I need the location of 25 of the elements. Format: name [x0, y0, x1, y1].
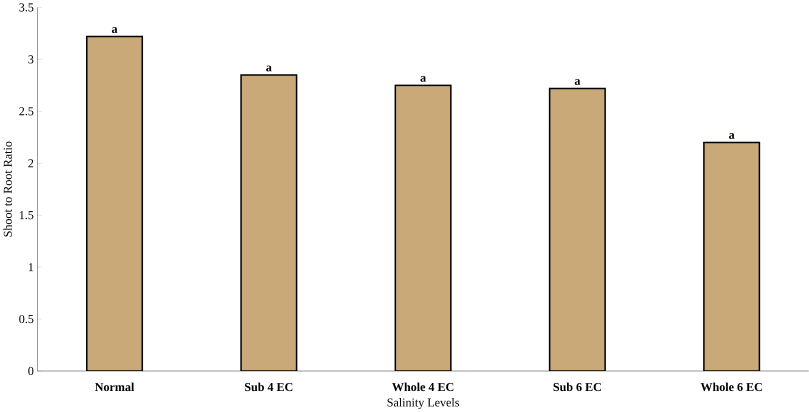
y-tick-label: 0.5	[19, 314, 34, 323]
annotation: a	[729, 132, 734, 139]
x-axis-title: Salinity Levels	[388, 398, 460, 409]
y-axis-title: Shoot to Root Ratio	[3, 141, 12, 236]
bar	[548, 88, 606, 371]
y-tick-label: 2.5	[19, 107, 34, 116]
annotation: a	[112, 26, 118, 33]
x-tick-label: Sub 6 EC	[554, 382, 601, 391]
y-tick-label: 2	[28, 159, 34, 168]
y-tick-label: 0	[28, 366, 34, 375]
annotation: a	[574, 78, 580, 85]
x-tick-label: Sub 4 EC	[244, 382, 292, 391]
y-tick-label: 3.5	[19, 3, 34, 12]
bar	[86, 36, 144, 371]
bar	[703, 142, 760, 371]
x-tick-label: Normal	[95, 382, 134, 391]
bar	[394, 84, 452, 371]
y-tick-label: 3	[28, 55, 34, 64]
x-tick-label: Whole 6 EC	[700, 382, 762, 391]
annotation: a	[266, 65, 272, 72]
y-tick-label: 1	[28, 262, 34, 271]
x-tick-label: Whole 4 EC	[392, 382, 454, 391]
bar	[240, 74, 298, 371]
annotation: a	[420, 76, 426, 82]
y-tick-label: 1.5	[20, 210, 34, 220]
